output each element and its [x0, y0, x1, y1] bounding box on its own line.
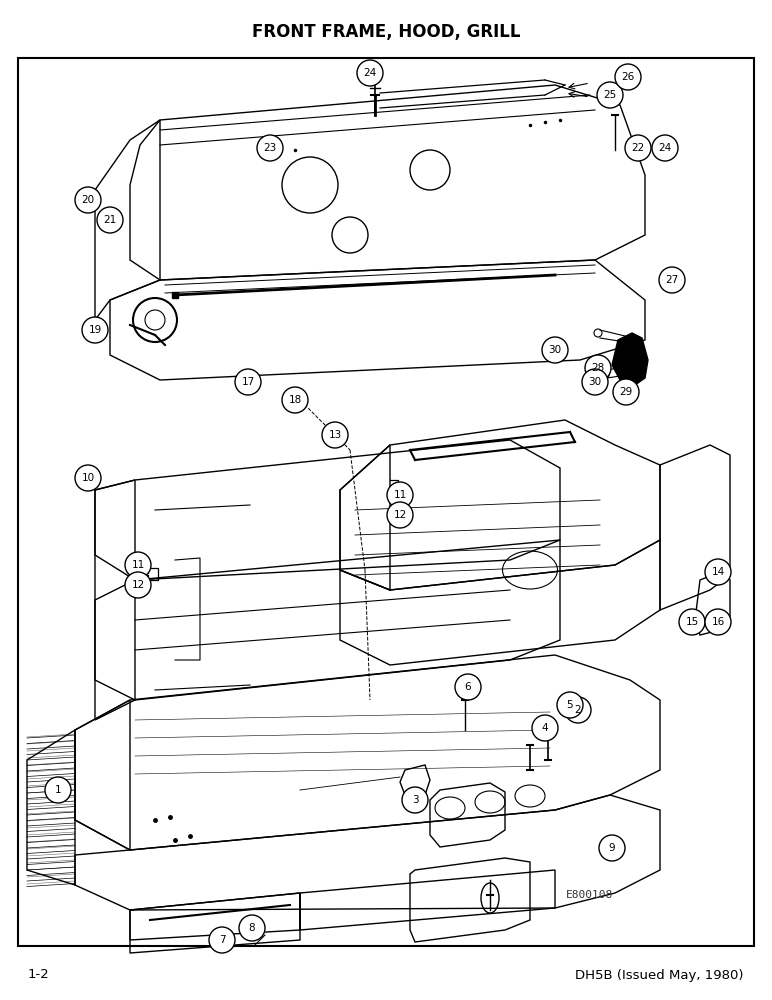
Circle shape	[387, 482, 413, 508]
Circle shape	[705, 559, 731, 585]
Text: 30: 30	[548, 345, 561, 355]
Circle shape	[282, 387, 308, 413]
Circle shape	[209, 927, 235, 953]
Circle shape	[557, 692, 583, 718]
Text: 22: 22	[631, 143, 645, 153]
Text: 24: 24	[659, 143, 672, 153]
Text: 25: 25	[604, 90, 617, 100]
Circle shape	[257, 135, 283, 161]
Circle shape	[705, 609, 731, 635]
Circle shape	[625, 135, 651, 161]
Text: 1-2: 1-2	[28, 968, 49, 982]
Circle shape	[239, 915, 265, 941]
Text: DH5B (Issued May, 1980): DH5B (Issued May, 1980)	[575, 968, 744, 982]
Circle shape	[322, 422, 348, 448]
Text: 7: 7	[218, 935, 225, 945]
Text: 26: 26	[621, 72, 635, 82]
Circle shape	[97, 207, 123, 233]
Text: 6: 6	[465, 682, 472, 692]
Text: 9: 9	[608, 843, 615, 853]
Text: 23: 23	[263, 143, 276, 153]
Text: 16: 16	[711, 617, 725, 627]
Text: 4: 4	[542, 723, 548, 733]
Circle shape	[585, 355, 611, 381]
Circle shape	[613, 379, 639, 405]
Text: 11: 11	[394, 490, 407, 500]
Circle shape	[235, 369, 261, 395]
Text: 8: 8	[249, 923, 256, 933]
Circle shape	[455, 674, 481, 700]
Circle shape	[357, 60, 383, 86]
Text: 27: 27	[665, 275, 679, 285]
Text: 13: 13	[328, 430, 342, 440]
Polygon shape	[612, 333, 648, 385]
Text: 19: 19	[88, 325, 102, 335]
Text: 24: 24	[364, 68, 377, 78]
Circle shape	[125, 572, 151, 598]
Text: 3: 3	[411, 795, 418, 805]
Text: 15: 15	[686, 617, 699, 627]
Circle shape	[125, 552, 151, 578]
Text: 21: 21	[103, 215, 117, 225]
Text: 5: 5	[567, 700, 574, 710]
Text: 2: 2	[574, 705, 581, 715]
Circle shape	[387, 502, 413, 528]
Circle shape	[582, 369, 608, 395]
Text: 29: 29	[619, 387, 632, 397]
Circle shape	[652, 135, 678, 161]
Circle shape	[532, 715, 558, 741]
Text: 18: 18	[289, 395, 302, 405]
Circle shape	[597, 82, 623, 108]
Circle shape	[615, 64, 641, 90]
Text: E800108: E800108	[567, 890, 614, 900]
Circle shape	[659, 267, 685, 293]
Text: 28: 28	[591, 363, 604, 373]
Circle shape	[599, 835, 625, 861]
Text: 11: 11	[131, 560, 144, 570]
Circle shape	[45, 777, 71, 803]
Text: 10: 10	[81, 473, 94, 483]
Text: 1: 1	[55, 785, 61, 795]
Circle shape	[75, 465, 101, 491]
Circle shape	[75, 187, 101, 213]
Circle shape	[82, 317, 108, 343]
Text: 30: 30	[588, 377, 601, 387]
Circle shape	[565, 697, 591, 723]
Text: 12: 12	[131, 580, 144, 590]
Text: 12: 12	[394, 510, 407, 520]
Circle shape	[402, 787, 428, 813]
Circle shape	[542, 337, 568, 363]
Text: 20: 20	[81, 195, 94, 205]
Text: 17: 17	[242, 377, 255, 387]
Text: FRONT FRAME, HOOD, GRILL: FRONT FRAME, HOOD, GRILL	[252, 23, 520, 41]
Circle shape	[679, 609, 705, 635]
Text: 14: 14	[711, 567, 725, 577]
